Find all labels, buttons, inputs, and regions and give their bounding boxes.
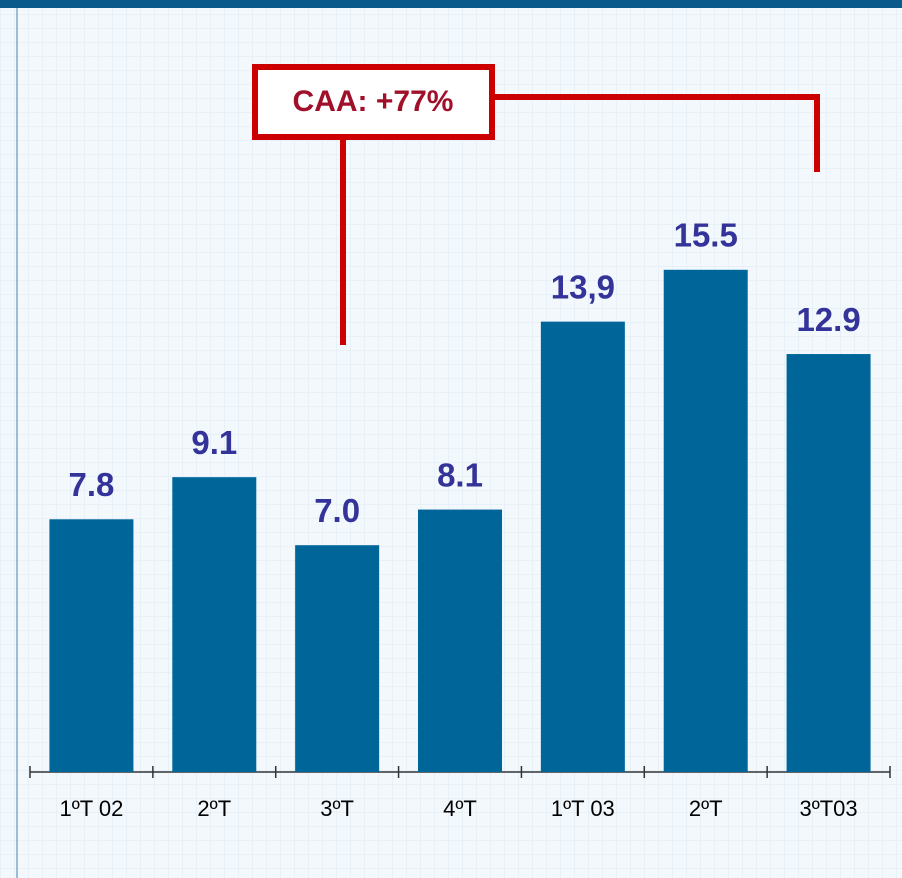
value-label: 12.9 xyxy=(796,301,860,338)
annotation-line xyxy=(492,94,820,172)
value-label: 7.8 xyxy=(68,466,114,503)
bar xyxy=(295,545,380,772)
annotation-text: CAA: +77% xyxy=(293,85,454,118)
x-tick-label: 3ºT03 xyxy=(799,796,857,821)
annotation-box xyxy=(252,64,495,140)
x-tick-label: 1ºT 03 xyxy=(551,796,615,821)
bar xyxy=(663,269,748,772)
bar xyxy=(786,354,871,772)
x-tick-label: 2ºT xyxy=(689,796,723,821)
top-border xyxy=(0,0,902,8)
value-label: 8.1 xyxy=(437,456,483,493)
x-tick-label: 2ºT xyxy=(197,796,231,821)
bar xyxy=(418,509,502,772)
x-tick-label: 3ºT xyxy=(320,796,354,821)
value-label: 15.5 xyxy=(674,217,738,254)
value-label: 9.1 xyxy=(191,424,237,461)
bar xyxy=(172,477,257,772)
annotation: CAA: +77% xyxy=(252,64,820,345)
x-tick-label: 4ºT xyxy=(443,796,477,821)
bar xyxy=(49,519,134,772)
value-label: 13,9 xyxy=(551,268,615,305)
bar xyxy=(540,321,625,772)
value-label: 7.0 xyxy=(314,492,360,529)
x-tick-label: 1ºT 02 xyxy=(59,796,123,821)
